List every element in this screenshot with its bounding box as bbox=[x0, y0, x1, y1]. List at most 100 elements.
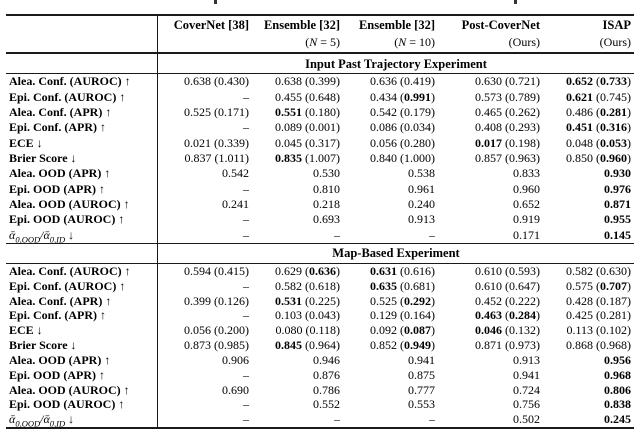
metric-value-cell: 0.630 (0.721) bbox=[475, 74, 540, 89]
metric-value-cell: 0.538 bbox=[408, 166, 435, 181]
metric-value-cell: – bbox=[243, 181, 249, 196]
metric-value-cell: 0.857 (0.963) bbox=[475, 150, 540, 165]
metric-label: Alea. OOD (APR) ↑ bbox=[9, 166, 111, 181]
metric-value-cell: 0.017 (0.198) bbox=[475, 135, 540, 150]
metric-value-cell: 0.636 (0.419) bbox=[370, 74, 435, 89]
metric-value-cell: – bbox=[243, 308, 249, 323]
metric-label: Alea. OOD (AUROC) ↑ bbox=[9, 382, 130, 397]
metric-value-cell: 0.056 (0.280) bbox=[370, 135, 435, 150]
metric-value-cell: 0.635 (0.681) bbox=[370, 278, 435, 293]
metric-row: Alea. Conf. (AUROC) ↑ 0.594 (0.415) 0.629 … bbox=[6, 264, 634, 279]
metric-value-cell: 0.092 (0.087) bbox=[370, 323, 435, 338]
metric-label: Epi. OOD (APR) ↑ bbox=[9, 181, 105, 196]
metric-value-cell: 0.056 (0.200) bbox=[184, 323, 249, 338]
metric-value-cell: 0.652 (0.733) bbox=[566, 74, 631, 89]
metric-value-cell: 0.171 bbox=[513, 227, 540, 242]
metric-value-cell: 0.968 bbox=[604, 367, 631, 382]
metric-value-cell: 0.113 (0.102) bbox=[566, 323, 631, 338]
metric-value-cell: 0.838 bbox=[604, 397, 631, 412]
metric-value-cell: 0.582 (0.618) bbox=[275, 278, 340, 293]
column-header-4: Post-CoverNet (Ours) bbox=[438, 17, 543, 51]
metric-row: Epi. OOD (APR) ↑ – 0.876 0.875 0.941 0.968 bbox=[6, 368, 634, 383]
metric-value-cell: 0.638 (0.430) bbox=[184, 74, 249, 89]
metric-value-cell: 0.455 (0.648) bbox=[275, 89, 340, 104]
metric-value-cell: – bbox=[429, 412, 435, 427]
metric-value-cell: 0.876 bbox=[313, 367, 340, 382]
metric-label: Alea. Conf. (AUROC) ↑ bbox=[9, 74, 131, 89]
metric-value-cell: – bbox=[243, 397, 249, 412]
metric-value-cell: 0.103 (0.043) bbox=[275, 308, 340, 323]
metric-value-cell: 0.960 bbox=[513, 181, 540, 196]
metric-label: Epi. OOD (AUROC) ↑ bbox=[9, 212, 125, 227]
metric-value-cell: 0.724 bbox=[513, 382, 540, 397]
metric-value-cell: 0.582 (0.630) bbox=[566, 264, 631, 278]
metric-value-cell: 0.852 (0.949) bbox=[370, 338, 435, 353]
metric-value-cell: 0.573 (0.789) bbox=[475, 89, 540, 104]
metric-value-cell: 0.930 bbox=[604, 166, 631, 181]
metric-value-cell: 0.850 (0.960) bbox=[566, 150, 631, 165]
metric-value-cell: 0.502 bbox=[513, 412, 540, 427]
metric-value-cell: 0.946 bbox=[313, 352, 340, 367]
metric-value-cell: 0.906 bbox=[222, 352, 249, 367]
metric-value-cell: 0.835 (1.007) bbox=[275, 150, 340, 165]
metric-row: ECE ↓ 0.021 (0.339) 0.045 (0.317) 0.056 (0.… bbox=[6, 135, 634, 150]
metric-row: Epi. OOD (AUROC) ↑ – 0.693 0.913 0.919 0.955 bbox=[6, 212, 634, 227]
metric-value-cell: 0.240 bbox=[408, 197, 435, 212]
metric-label: ECE ↓ bbox=[9, 323, 43, 338]
metric-value-cell: – bbox=[243, 367, 249, 382]
table-header-row: CoverNet [38] Ensemble [32] (N = 5) Ensembl… bbox=[6, 17, 634, 51]
caption-remnant bbox=[214, 0, 217, 4]
metric-row: Epi. Conf. (APR) ↑ – 0.103 (0.043) 0.129 (0… bbox=[6, 308, 634, 323]
metric-value-cell: 0.833 bbox=[513, 166, 540, 181]
metric-label: ECE ↓ bbox=[9, 135, 43, 150]
metric-value-cell: 0.145 bbox=[604, 227, 631, 242]
section-map-based-rows: Alea. Conf. (AUROC) ↑ 0.594 (0.415) 0.629 … bbox=[6, 264, 634, 427]
metric-value-cell: 0.871 bbox=[604, 197, 631, 212]
metric-value-cell: 0.525 (0.171) bbox=[184, 104, 249, 119]
metric-value-cell: – bbox=[429, 227, 435, 242]
metric-value-cell: 0.837 (1.011) bbox=[184, 150, 249, 165]
metric-value-cell: 0.399 (0.126) bbox=[184, 293, 249, 308]
metric-value-cell: 0.048 (0.053) bbox=[566, 135, 631, 150]
metric-value-cell: 0.875 bbox=[408, 367, 435, 382]
metric-value-cell: 0.428 (0.187) bbox=[566, 293, 631, 308]
metric-row: Alea. Conf. (AUROC) ↑ 0.638 (0.430) 0.638 … bbox=[6, 74, 634, 89]
metric-value-cell: 0.652 bbox=[513, 197, 540, 212]
metric-value-cell: 0.810 bbox=[313, 181, 340, 196]
metric-row: Alea. OOD (AUROC) ↑ 0.241 0.218 0.240 0.652 0… bbox=[6, 197, 634, 212]
section1-bottom-rule bbox=[6, 243, 634, 244]
metric-value-cell: 0.434 (0.991) bbox=[370, 89, 435, 104]
metric-label: Alea. Conf. (AUROC) ↑ bbox=[9, 264, 131, 278]
metric-row: Epi. Conf. (APR) ↑ – 0.089 (0.001) 0.086 (0… bbox=[6, 120, 634, 135]
metric-value-cell: 0.873 (0.985) bbox=[184, 338, 249, 353]
metric-value-cell: 0.245 bbox=[604, 412, 631, 427]
metric-value-cell: 0.690 bbox=[222, 382, 249, 397]
metric-value-cell: 0.452 (0.222) bbox=[475, 293, 540, 308]
column-header-name: Ensemble [32] bbox=[263, 18, 340, 32]
column-header-subtitle: (N = 10) bbox=[394, 35, 435, 49]
metric-row: Alea. OOD (APR) ↑ 0.542 0.530 0.538 0.833 0.9… bbox=[6, 166, 634, 181]
metric-label: Epi. OOD (AUROC) ↑ bbox=[9, 397, 125, 412]
metric-value-cell: 0.594 (0.415) bbox=[184, 264, 249, 278]
metric-value-cell: 0.610 (0.593) bbox=[475, 264, 540, 278]
metric-value-cell: 0.621 (0.745) bbox=[566, 89, 631, 104]
metric-value-cell: – bbox=[243, 227, 249, 242]
metric-row: Alea. OOD (APR) ↑ 0.906 0.946 0.941 0.913 0.9… bbox=[6, 353, 634, 368]
metric-row: ECE ↓ 0.056 (0.200) 0.080 (0.118) 0.092 (0.… bbox=[6, 323, 634, 338]
metric-value-cell: 0.845 (0.964) bbox=[275, 338, 340, 353]
metric-row: Epi. OOD (APR) ↑ – 0.810 0.961 0.960 0.976 bbox=[6, 182, 634, 197]
metric-value-cell: 0.553 bbox=[408, 397, 435, 412]
column-header-3: Ensemble [32] (N = 10) bbox=[343, 17, 438, 51]
metric-value-cell: 0.531 (0.225) bbox=[275, 293, 340, 308]
metric-row: Alea. OOD (AUROC) ↑ 0.690 0.786 0.777 0.724 0… bbox=[6, 383, 634, 398]
metric-value-cell: 0.241 bbox=[222, 197, 249, 212]
column-header-2: Ensemble [32] (N = 5) bbox=[252, 17, 343, 51]
section-title-input-past-trajectory: Input Past Trajectory Experiment bbox=[305, 57, 487, 71]
metric-label: Alea. OOD (APR) ↑ bbox=[9, 352, 111, 367]
metric-value-cell: 0.218 bbox=[313, 197, 340, 212]
metric-value-cell: 0.408 (0.293) bbox=[475, 120, 540, 135]
metric-value-cell: 0.451 (0.316) bbox=[566, 120, 631, 135]
metric-value-cell: – bbox=[243, 212, 249, 227]
metric-value-cell: – bbox=[243, 412, 249, 427]
metric-label: Epi. OOD (APR) ↑ bbox=[9, 367, 105, 382]
